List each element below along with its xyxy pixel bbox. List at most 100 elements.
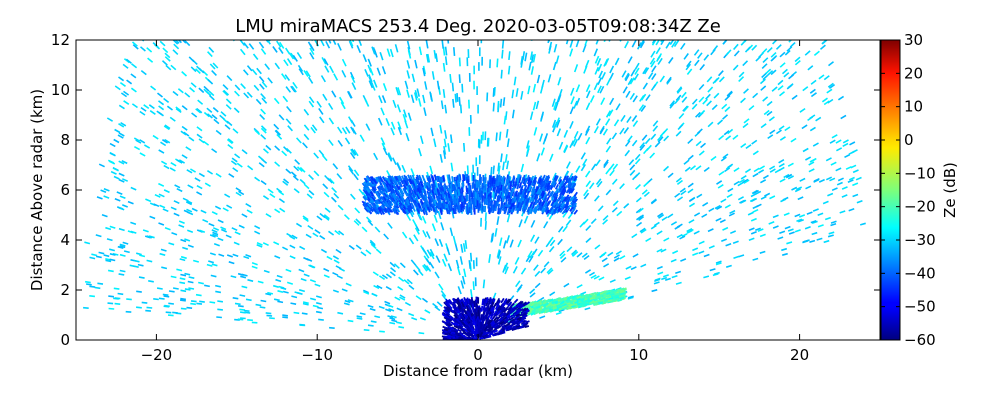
radar-gate <box>453 184 457 191</box>
radar-gate <box>429 251 435 260</box>
radar-gate <box>724 106 731 113</box>
radar-gate <box>679 235 686 240</box>
radar-gate <box>453 47 456 56</box>
radar-gate <box>228 173 235 178</box>
radar-gate <box>209 234 216 238</box>
radar-gate <box>226 120 233 127</box>
radar-gate <box>398 326 405 329</box>
radar-gate <box>251 68 258 76</box>
radar-gate <box>378 185 383 191</box>
radar-gate <box>424 81 428 90</box>
radar-gate <box>260 127 267 134</box>
radar-gate <box>278 198 285 204</box>
radar-gate <box>419 198 424 205</box>
radar-gate <box>394 296 401 301</box>
radar-gate <box>695 165 702 171</box>
radar-gate <box>164 124 171 130</box>
radar-gate <box>688 197 695 203</box>
radar-gate <box>687 154 694 161</box>
radar-gate <box>164 138 171 144</box>
radar-gate <box>314 40 320 47</box>
radar-gate <box>643 181 650 188</box>
radar-gate <box>433 174 438 181</box>
radar-gate <box>524 177 528 184</box>
radar-gate <box>694 212 701 217</box>
radar-gate <box>119 253 126 257</box>
radar-gate <box>286 58 293 66</box>
radar-gate <box>569 140 575 149</box>
radar-gate <box>779 51 786 58</box>
radar-gate <box>200 209 207 214</box>
radar-gate <box>852 169 859 174</box>
radar-gate <box>435 53 438 63</box>
radar-gate <box>309 264 316 269</box>
radar-gate <box>446 174 450 184</box>
radar-gate <box>632 253 639 258</box>
radar-gate <box>537 249 544 257</box>
radar-gate <box>680 190 687 196</box>
radar-gate <box>372 271 379 277</box>
radar-gate <box>594 66 600 75</box>
radar-gate <box>182 28 187 33</box>
radar-gate <box>179 258 186 262</box>
radar-gate <box>295 222 303 228</box>
radar-gate <box>404 80 409 90</box>
radar-gate <box>639 94 645 102</box>
radar-gate <box>381 95 387 104</box>
radar-gate <box>830 220 837 224</box>
radar-gate <box>576 284 583 289</box>
radar-gate <box>727 163 734 169</box>
radar-gate <box>569 40 574 48</box>
radar-gate <box>374 190 380 196</box>
radar-gate <box>376 198 382 205</box>
radar-gate <box>163 189 170 194</box>
radar-gate <box>566 177 571 183</box>
radar-gate <box>804 1 809 6</box>
radar-gate <box>368 80 374 89</box>
radar-gate <box>168 302 174 305</box>
radar-gate <box>265 312 272 315</box>
radar-gate <box>180 299 186 302</box>
radar-gate <box>184 40 191 47</box>
radar-gate <box>179 277 186 281</box>
radar-gate <box>522 51 526 60</box>
radar-gate <box>641 134 648 141</box>
radar-gate <box>828 61 834 67</box>
radar-gate <box>395 184 401 190</box>
radar-gate <box>728 14 732 20</box>
radar-gate <box>237 272 244 276</box>
radar-gate <box>767 70 774 76</box>
radar-gate <box>121 178 129 182</box>
radar-gate <box>493 201 496 208</box>
radar-gate <box>526 140 530 149</box>
radar-gate <box>428 204 433 212</box>
radar-gate <box>463 142 466 152</box>
radar-gate <box>433 200 437 207</box>
radar-gate <box>536 0 537 1</box>
radar-gate <box>241 149 248 155</box>
radar-gate <box>329 65 335 74</box>
radar-gate <box>217 300 224 303</box>
radar-gate <box>206 113 213 119</box>
radar-gate <box>375 199 381 205</box>
radar-gate <box>827 234 834 238</box>
radar-gate <box>307 224 314 230</box>
radar-gate <box>426 249 432 257</box>
radar-gate <box>461 181 465 188</box>
radar-gate <box>769 129 776 135</box>
radar-gate <box>775 44 782 50</box>
radar-gate <box>447 187 451 195</box>
radar-gate <box>735 18 739 23</box>
radar-gate <box>511 89 515 99</box>
radar-gate <box>211 229 218 233</box>
radar-gate <box>260 125 267 132</box>
radar-gate <box>585 180 592 188</box>
radar-gate <box>790 137 797 143</box>
radar-gate <box>686 60 692 68</box>
radar-gate <box>425 53 429 63</box>
radar-gate <box>504 190 508 197</box>
radar-gate <box>378 0 380 8</box>
radar-gate <box>170 275 177 279</box>
radar-gate <box>641 189 648 195</box>
